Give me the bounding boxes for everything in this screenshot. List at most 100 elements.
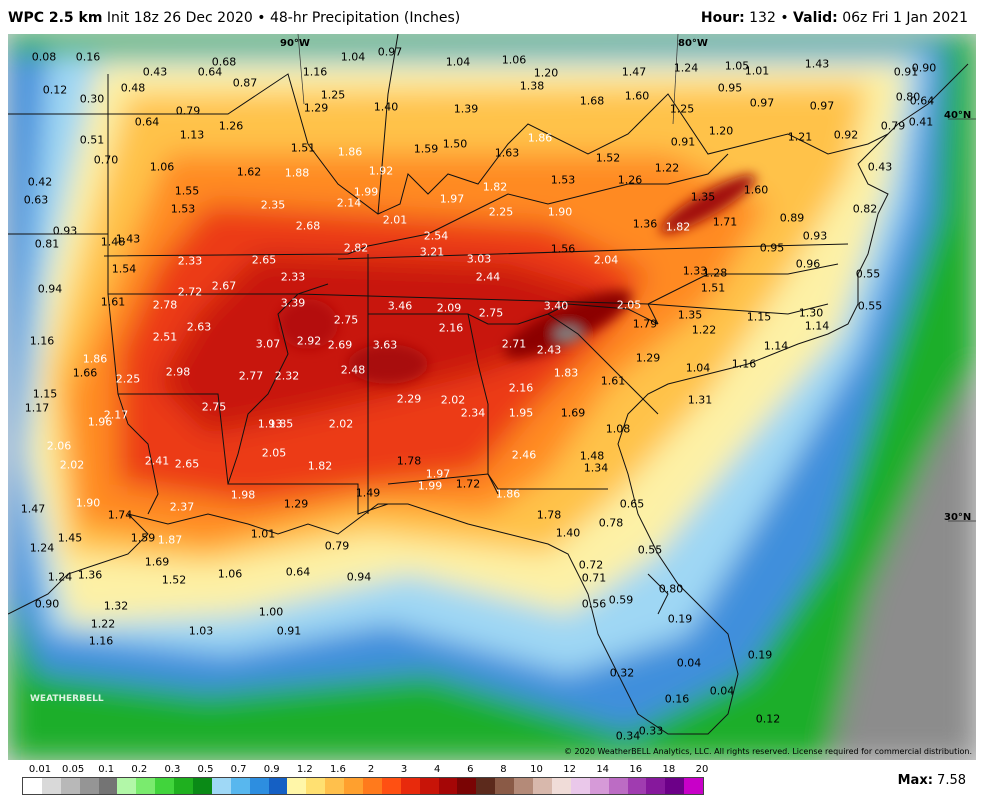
precip-value-label: 1.69	[560, 406, 586, 420]
precip-value-label: 1.86	[82, 352, 108, 366]
legend-swatch	[400, 778, 420, 794]
precip-value-label: 1.16	[29, 334, 55, 348]
precip-value-label: 1.38	[519, 79, 545, 93]
precip-value-label: 3.46	[387, 299, 413, 313]
precip-value-label: 0.90	[911, 61, 937, 75]
title-separator: •	[257, 10, 266, 26]
precip-value-label: 1.36	[77, 568, 103, 582]
precip-value-label: 2.09	[436, 301, 462, 315]
precip-value-label: 0.91	[276, 624, 302, 638]
precip-value-label: 2.65	[251, 253, 277, 267]
precip-value-label: 1.86	[337, 145, 363, 159]
legend-swatch	[98, 778, 118, 794]
precip-value-label: 1.96	[87, 415, 113, 429]
precip-value-label: 0.79	[880, 119, 906, 133]
precip-value-label: 1.59	[413, 142, 439, 156]
precip-value-label: 0.96	[795, 257, 821, 271]
precip-value-label: 1.49	[355, 486, 381, 500]
precip-field	[8, 34, 976, 760]
precip-value-label: 0.63	[23, 193, 49, 207]
legend-swatch	[211, 778, 231, 794]
precip-value-label: 1.54	[111, 262, 137, 276]
precip-value-label: 2.44	[475, 270, 501, 284]
precip-value-label: 1.82	[307, 459, 333, 473]
precip-value-label: 1.61	[600, 374, 626, 388]
legend-tick-label: 4	[434, 764, 441, 775]
precip-value-label: 0.16	[664, 692, 690, 706]
precip-value-label: 2.33	[177, 254, 203, 268]
precip-value-label: 1.93	[257, 417, 283, 431]
precip-value-label: 1.29	[635, 351, 661, 365]
legend-tick-label: 0.9	[263, 764, 280, 775]
legend-swatch	[306, 778, 326, 794]
precip-value-label: 2.14	[336, 196, 362, 210]
precip-value-label: 0.97	[749, 96, 775, 110]
precip-value-label: 1.51	[700, 281, 726, 295]
legend-swatch	[457, 778, 477, 794]
precip-value-label: 2.51	[152, 330, 178, 344]
precip-value-label: 1.30	[798, 306, 824, 320]
legend-tick-label: 20	[695, 764, 709, 775]
precip-value-label: 1.16	[731, 357, 757, 371]
legend-swatch	[230, 778, 250, 794]
precip-value-label: 2.02	[328, 417, 354, 431]
legend-tick-label: 16	[629, 764, 643, 775]
legend-tick-label: 0.01	[28, 764, 52, 775]
precip-value-label: 1.22	[90, 617, 116, 631]
precip-value-label: 2.02	[59, 458, 85, 472]
legend-swatch	[174, 778, 194, 794]
precip-value-label: 2.17	[103, 408, 129, 422]
precip-value-label: 0.42	[27, 175, 53, 189]
precip-value-label: 3.40	[543, 299, 569, 313]
precip-value-label: 0.80	[658, 582, 684, 596]
precip-value-label: 0.32	[609, 666, 635, 680]
valid-separator: •	[780, 10, 789, 26]
precip-value-label: 2.46	[511, 448, 537, 462]
precip-value-label: 0.12	[42, 83, 68, 97]
precip-value-label: 1.83	[553, 366, 579, 380]
precip-value-label: 1.33	[682, 264, 708, 278]
precip-value-label: 1.47	[20, 502, 46, 516]
precip-value-label: 1.36	[632, 217, 658, 231]
precip-value-label: 2.41	[144, 454, 170, 468]
precip-value-label: 1.29	[303, 101, 329, 115]
precip-value-label: 2.04	[593, 253, 619, 267]
precip-value-label: 0.64	[134, 115, 160, 129]
precip-value-label: 0.51	[79, 133, 105, 147]
legend-swatch	[646, 778, 666, 794]
legend-swatch	[41, 778, 61, 794]
precip-value-label: 0.82	[852, 202, 878, 216]
legend-swatch	[665, 778, 685, 794]
precip-value-label: 2.25	[115, 372, 141, 386]
precip-value-label: 1.66	[72, 366, 98, 380]
precip-value-label: 0.95	[717, 81, 743, 95]
coastline	[8, 63, 969, 735]
precip-value-label: 0.34	[615, 729, 641, 743]
precip-value-label: 0.94	[37, 282, 63, 296]
precip-value-label: 1.35	[690, 190, 716, 204]
max-label: Max:	[897, 773, 933, 788]
precip-value-label: 0.87	[232, 76, 258, 90]
precip-value-label: 1.47	[621, 65, 647, 79]
precip-value-label: 0.90	[34, 597, 60, 611]
precip-value-label: 1.29	[283, 497, 309, 511]
graticule	[297, 34, 976, 522]
precip-value-label: 0.79	[324, 539, 350, 553]
valid-time-info: Hour: 132 • Valid: 06z Fri 1 Jan 2021	[701, 10, 968, 26]
legend-swatch	[325, 778, 345, 794]
precip-value-label: 0.33	[638, 724, 664, 738]
precip-value-label: 0.65	[619, 497, 645, 511]
copyright-notice: © 2020 WeatherBELL Analytics, LLC. All r…	[564, 747, 972, 756]
precip-value-label: 1.56	[550, 242, 576, 256]
precip-value-label: 0.97	[377, 45, 403, 59]
legend-labels: 0.01 0.05 0.1 0.2 0.3 0.5 0.7 0.9 1.2 1.6 2 3 4 6 8 10 1…	[22, 764, 709, 776]
precip-value-label: 0.94	[346, 570, 372, 584]
precip-value-label: 0.68	[211, 55, 237, 69]
precip-value-label: 2.34	[460, 406, 486, 420]
precip-value-label: 0.78	[598, 516, 624, 530]
precip-value-label: 1.26	[218, 119, 244, 133]
valid-label: Valid:	[793, 10, 838, 26]
precip-value-label: 1.14	[763, 339, 789, 353]
precip-value-label: 1.97	[425, 467, 451, 481]
precip-value-label: 1.20	[533, 66, 559, 80]
